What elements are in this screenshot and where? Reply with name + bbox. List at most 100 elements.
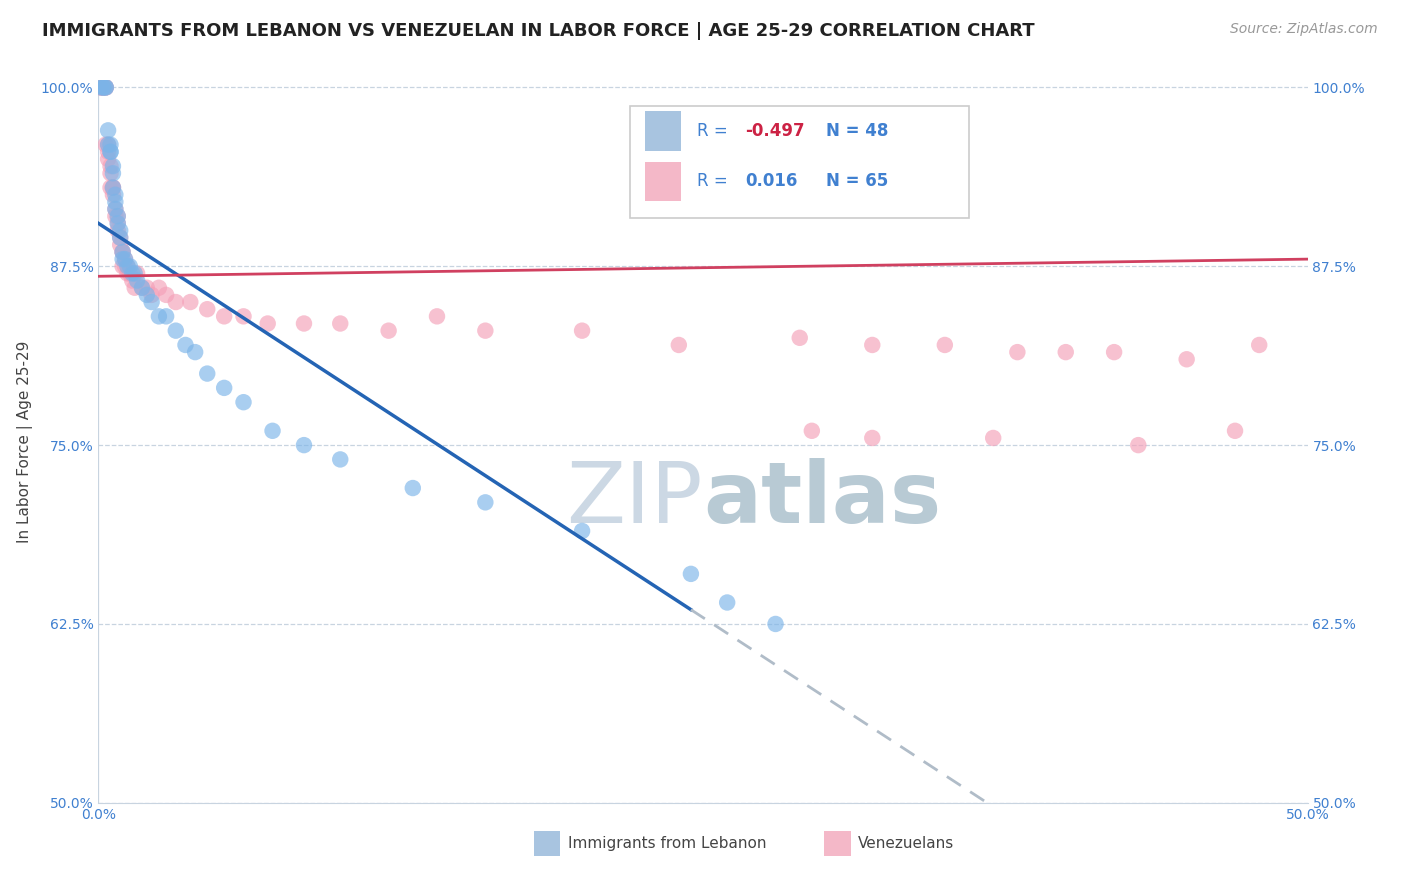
Point [571,324,593,338]
Text: IMMIGRANTS FROM LEBANON VS VENEZUELAN IN LABOR FORCE | AGE 25-29 CORRELATION CHA: IMMIGRANTS FROM LEBANON VS VENEZUELAN IN… [42,22,1035,40]
FancyBboxPatch shape [534,831,561,855]
Point [195,367,218,381]
Point [155,288,177,302]
Text: R =: R = [697,122,733,140]
Point [101,159,124,173]
Point [107,209,129,223]
Point [104,202,127,216]
Point [141,288,163,302]
Point [131,281,153,295]
Point [104,194,127,209]
Point [860,338,883,352]
FancyBboxPatch shape [645,111,682,151]
Point [90,80,112,95]
Point [571,524,593,538]
Point [101,180,124,194]
Point [97,152,120,166]
Point [107,216,129,230]
Point [97,137,120,152]
Point [90,80,112,95]
Point [97,145,120,159]
Point [108,237,131,252]
Point [114,252,136,266]
Text: Source: ZipAtlas.com: Source: ZipAtlas.com [1230,22,1378,37]
Point [174,338,197,352]
Point [94,137,117,152]
Text: Venezuelans: Venezuelans [858,836,955,851]
Point [1054,345,1077,359]
Point [100,145,122,159]
Point [934,338,956,352]
Point [127,274,149,288]
Point [121,274,143,288]
Point [111,244,134,259]
Point [111,260,134,274]
Point [184,345,207,359]
Point [97,137,120,152]
Point [100,180,122,194]
Point [111,244,134,259]
Point [124,281,146,295]
Y-axis label: In Labor Force | Age 25-29: In Labor Force | Age 25-29 [17,341,32,542]
Point [426,310,449,324]
Point [107,209,129,223]
Point [232,395,254,409]
Point [860,431,883,445]
Point [135,281,157,295]
Point [91,80,114,95]
Point [329,317,352,331]
Point [262,424,284,438]
Text: atlas: atlas [703,458,941,541]
Point [117,260,139,274]
Point [474,324,496,338]
Point [789,331,811,345]
Point [118,260,141,274]
Point [101,180,124,194]
Point [179,295,201,310]
Point [124,267,146,281]
Text: N = 65: N = 65 [827,172,889,190]
Point [165,295,187,310]
Point [107,216,129,230]
Point [108,223,131,237]
Point [716,595,738,609]
Point [668,338,690,352]
Point [131,281,153,295]
Point [108,230,131,244]
Point [141,295,163,310]
FancyBboxPatch shape [630,105,969,218]
Point [94,80,117,95]
Point [148,281,170,295]
Point [100,137,122,152]
Point [100,159,122,173]
Point [765,617,787,632]
Point [1249,338,1271,352]
Point [100,166,122,180]
Point [101,166,124,180]
Point [94,80,117,95]
Point [91,80,114,95]
Text: Immigrants from Lebanon: Immigrants from Lebanon [568,836,766,851]
Point [377,324,399,338]
Point [104,209,127,223]
Point [97,123,120,137]
Point [111,244,134,259]
FancyBboxPatch shape [824,831,851,855]
Point [1102,345,1125,359]
Point [101,180,124,194]
Point [104,187,127,202]
Point [94,80,117,95]
Point [981,431,1004,445]
Point [148,310,170,324]
Point [111,252,134,266]
Point [800,424,823,438]
Point [292,317,315,331]
Point [256,317,278,331]
Point [212,310,235,324]
FancyBboxPatch shape [645,161,682,202]
Point [1223,424,1246,438]
Point [91,80,114,95]
Point [1175,352,1198,367]
Point [114,260,136,274]
Point [292,438,315,452]
